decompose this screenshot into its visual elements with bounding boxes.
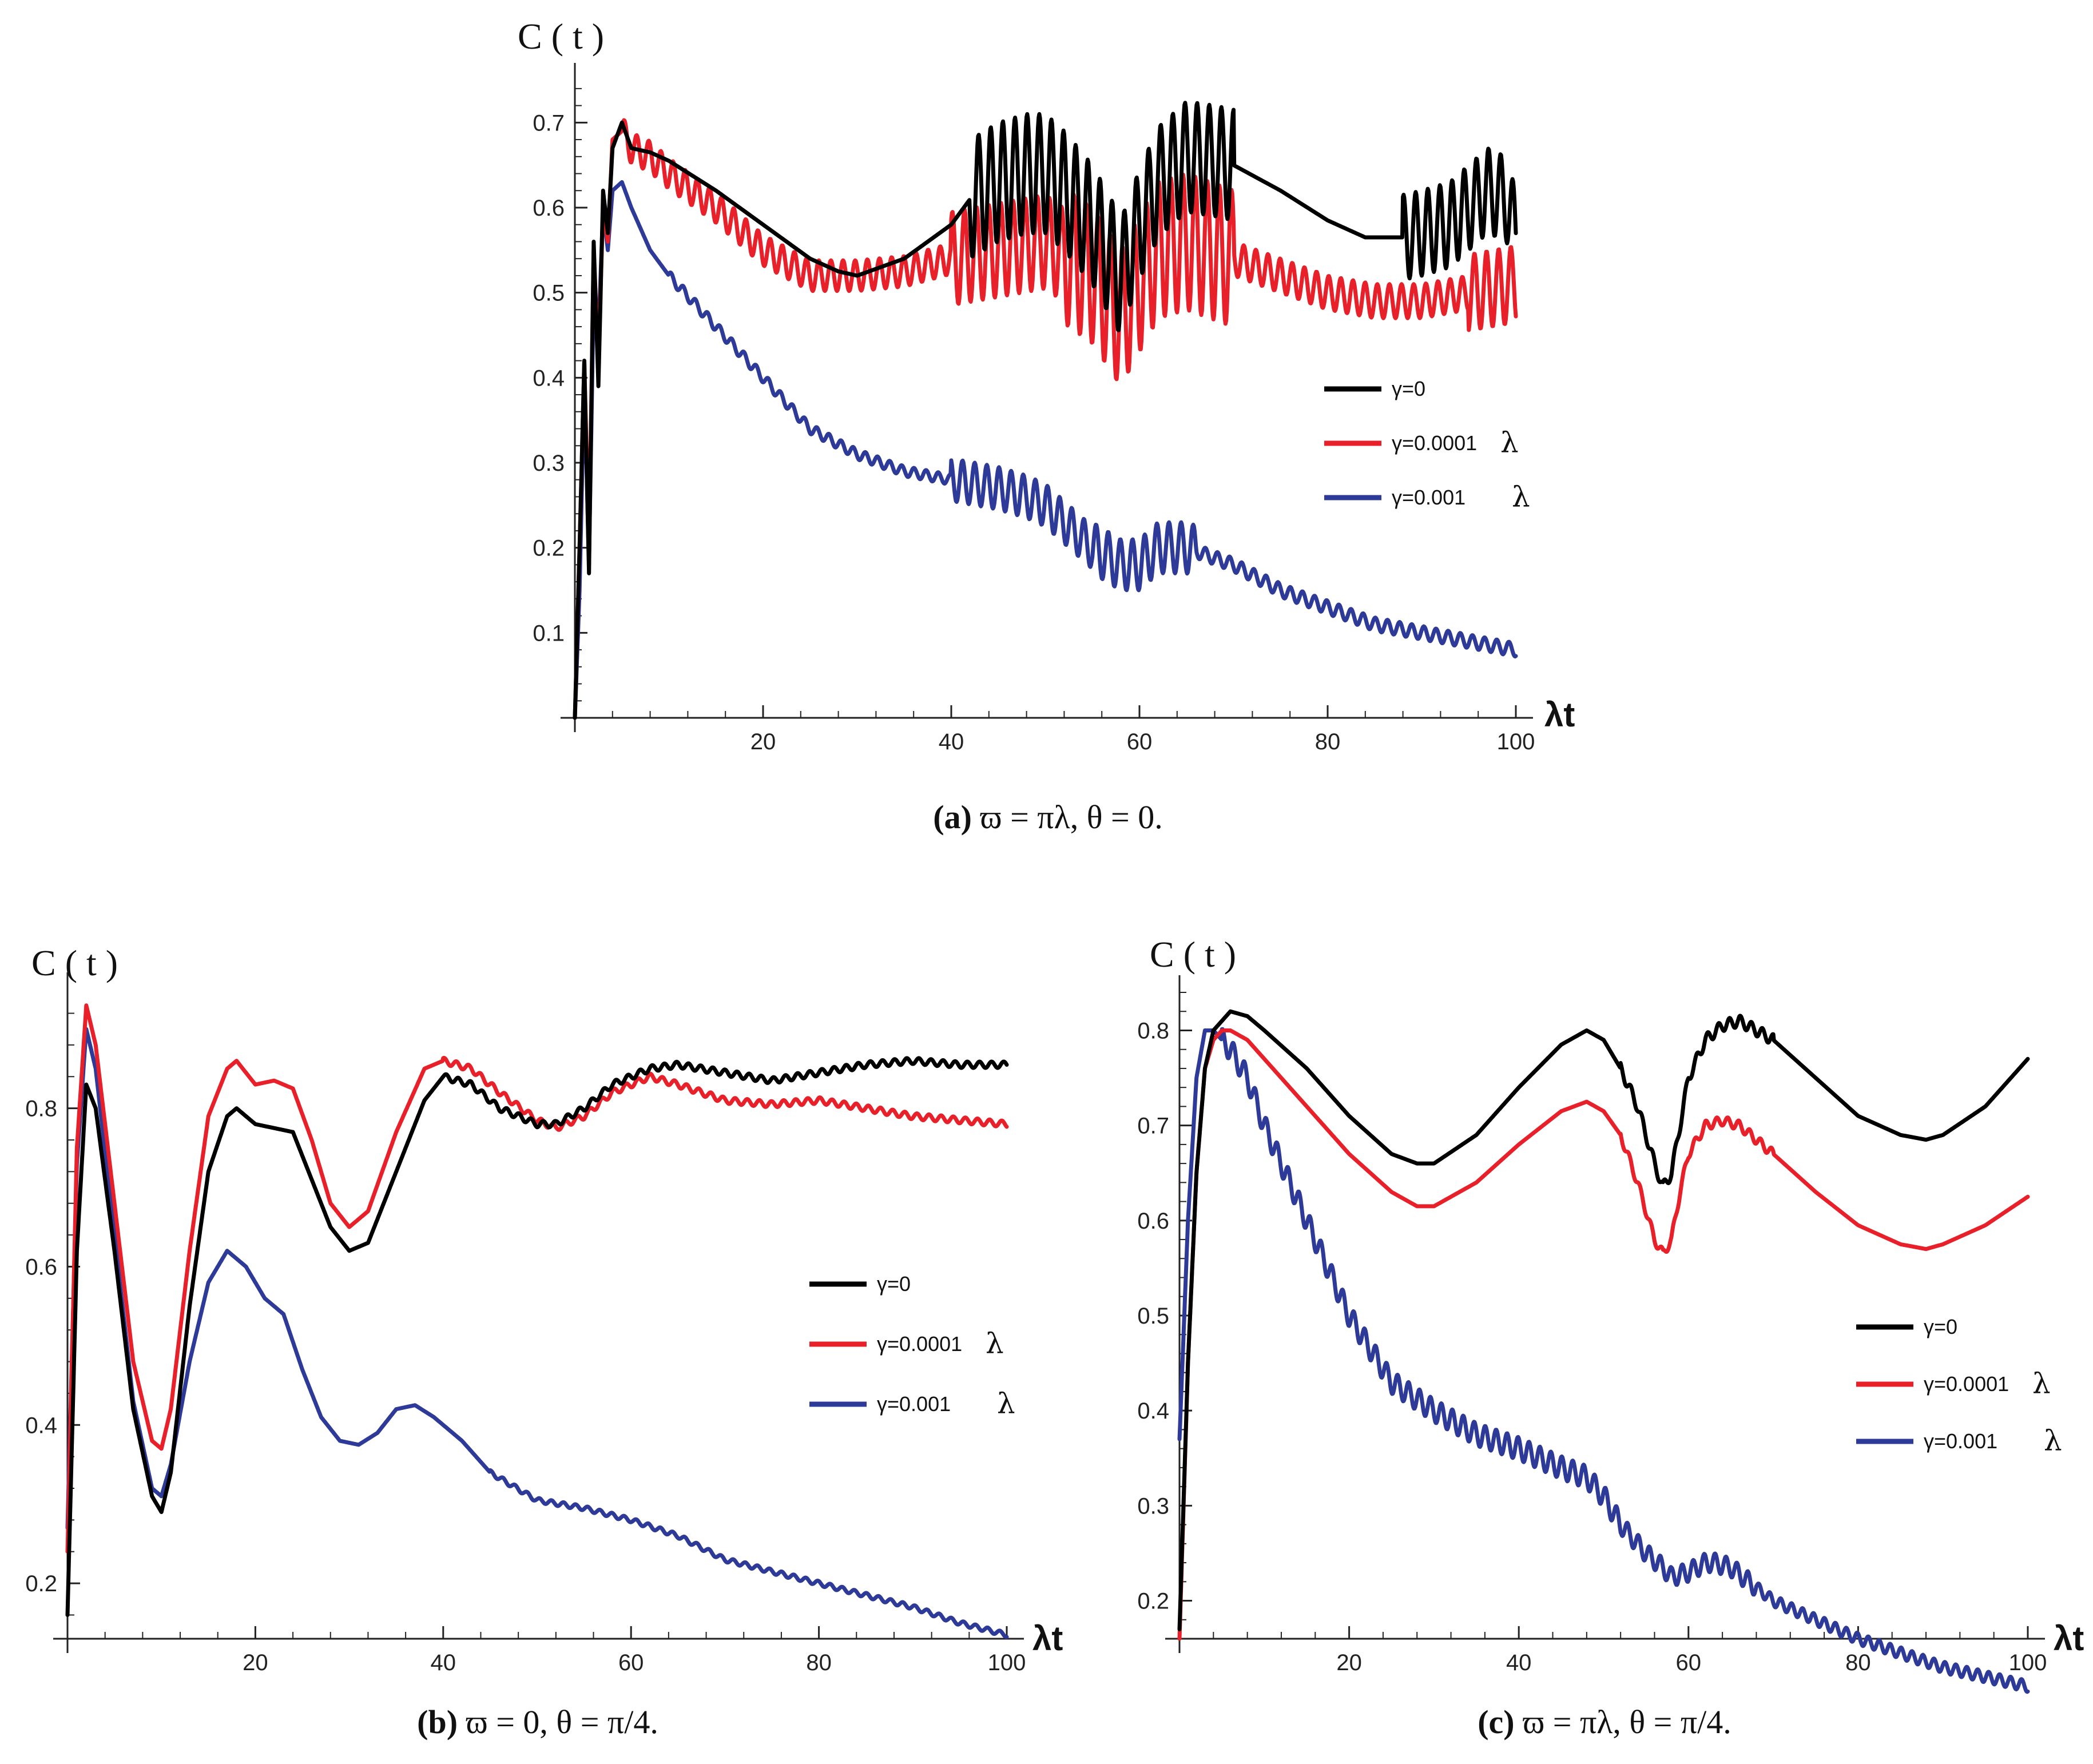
y-tick-label: 0.2 (533, 536, 565, 561)
series-line-gamma-0 (65, 1056, 1009, 1617)
panel-caption: (c) ϖ = πλ, θ = π/4. (1478, 1703, 1731, 1741)
legend-lambda: λ (1500, 426, 1519, 459)
legend-label: γ=0.001 (1392, 486, 1466, 509)
series-line-gamma-0-001 (1177, 1027, 2030, 1694)
x-tick-label: 60 (618, 1650, 644, 1675)
legend-label: γ=0 (1924, 1315, 1957, 1338)
series-line-gamma-0-0001 (573, 118, 1518, 720)
legend-label: γ=0.0001 (1392, 431, 1477, 455)
y-tick-label: 0.1 (533, 621, 565, 646)
series-line-gamma-0 (1177, 1009, 2030, 1631)
y-tick-label: 0.4 (533, 365, 565, 391)
legend-lambda: λ (1512, 480, 1530, 514)
x-tick-label: 20 (750, 729, 776, 754)
legend-label: γ=0 (877, 1272, 911, 1296)
x-tick-label: 20 (1336, 1650, 1362, 1675)
x-tick-label: 80 (806, 1650, 832, 1675)
x-tick-label: 80 (1845, 1650, 1871, 1675)
y-tick-label: 0.7 (533, 110, 565, 136)
x-axis-title: λt (1544, 696, 1575, 734)
legend-lambda: λ (2044, 1424, 2062, 1457)
x-tick-label: 40 (939, 729, 964, 754)
y-tick-label: 0.5 (1137, 1304, 1169, 1329)
y-tick-label: 0.2 (25, 1571, 57, 1596)
legend-lambda: λ (997, 1387, 1015, 1420)
y-tick-label: 0.6 (25, 1254, 57, 1280)
x-tick-label: 60 (1676, 1650, 1702, 1675)
series-line-gamma-0-0001 (65, 1003, 1009, 1554)
y-tick-label: 0.4 (25, 1413, 57, 1438)
x-tick-label: 40 (1506, 1650, 1532, 1675)
legend-label: γ=0.001 (877, 1392, 951, 1416)
panel-b: 20 40 60 80 100 0.2 0.4 0.6 0.8 C ( t ) λt γ=0 γ=0.0… (25, 943, 1063, 1741)
legend-lambda: λ (986, 1327, 1004, 1360)
y-tick-label: 0.4 (1137, 1399, 1169, 1424)
legend-label: γ=0.0001 (877, 1332, 962, 1356)
y-axis-title: C ( t ) (518, 16, 604, 57)
x-axis-title: λt (2054, 1619, 2084, 1658)
x-tick-label: 100 (988, 1650, 1026, 1675)
panel-caption: (b) ϖ = 0, θ = π/4. (417, 1703, 658, 1741)
y-tick-label: 0.6 (533, 196, 565, 221)
series-line-gamma-0 (573, 101, 1518, 720)
x-tick-label: 80 (1315, 729, 1341, 754)
series-line-gamma-0-001 (573, 180, 1518, 720)
y-tick-label: 0.8 (1137, 1018, 1169, 1043)
series-line-gamma-0-001 (65, 1027, 1009, 1639)
y-tick-label: 0.3 (533, 451, 565, 476)
x-tick-label: 20 (243, 1650, 268, 1675)
y-tick-label: 0.3 (1137, 1493, 1169, 1519)
y-tick-label: 0.6 (1137, 1209, 1169, 1234)
x-tick-label: 60 (1127, 729, 1153, 754)
panel-a: 20 40 60 80 100 0.1 0.2 0.3 0.4 0.5 0.6 0.7 C ( t ) λ… (518, 16, 1575, 836)
x-tick-label: 100 (1497, 729, 1535, 754)
legend-label: γ=0 (1392, 377, 1425, 400)
y-axis-title: C ( t ) (1150, 934, 1236, 975)
y-tick-label: 0.2 (1137, 1589, 1169, 1614)
panel-c: 20 40 60 80 100 0.2 0.3 0.4 0.5 0.6 0.7 0.8 C ( t ) λ… (1137, 934, 2084, 1741)
legend-label: γ=0.0001 (1924, 1372, 2009, 1396)
panel-caption: (a) ϖ = πλ, θ = 0. (933, 798, 1162, 836)
x-tick-label: 40 (431, 1650, 456, 1675)
y-tick-label: 0.8 (25, 1096, 57, 1122)
x-tick-label: 100 (2009, 1650, 2047, 1675)
y-axis-title: C ( t ) (31, 943, 118, 983)
legend-label: γ=0.001 (1924, 1429, 1997, 1453)
y-tick-label: 0.7 (1137, 1114, 1169, 1139)
x-axis-title: λt (1032, 1619, 1063, 1658)
series-line-gamma-0-0001 (1177, 1028, 2030, 1641)
y-tick-label: 0.5 (533, 281, 565, 306)
legend-lambda: λ (2032, 1367, 2051, 1400)
